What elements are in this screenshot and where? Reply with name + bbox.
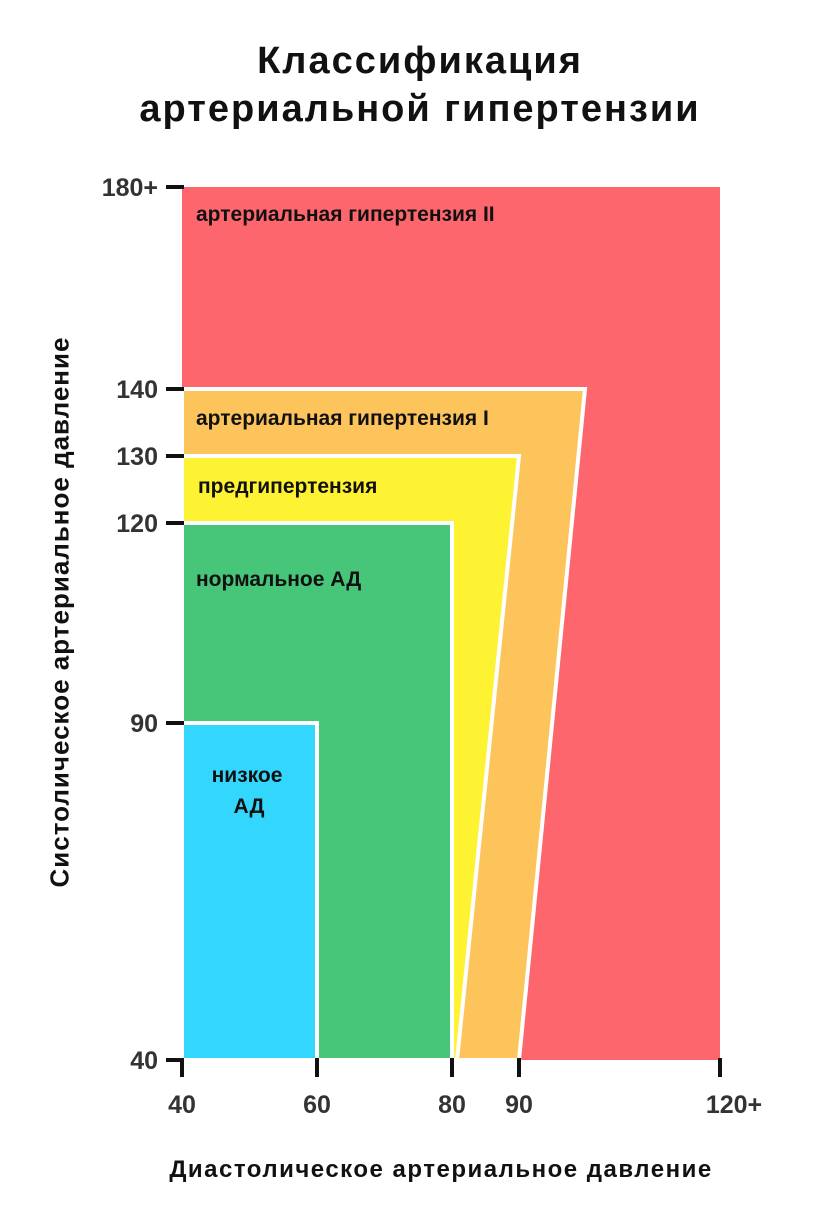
chart-title-line1: Классификация: [257, 40, 583, 82]
region-label-hypertension-1: артериальная гипертензия I: [196, 407, 489, 430]
y-tick-label: 120: [116, 510, 158, 538]
x-tick-label: 90: [505, 1091, 533, 1119]
x-tick-label: 80: [438, 1091, 466, 1119]
region-label-hypertension-2: артериальная гипертензия II: [196, 203, 495, 226]
y-tick-label: 180+: [102, 174, 158, 202]
y-axis-label: Систолическое артериальное давление: [44, 336, 75, 888]
y-tick-label: 40: [130, 1047, 158, 1075]
x-tick-label: 60: [303, 1091, 331, 1119]
x-tick-label: 120+: [706, 1091, 762, 1119]
x-axis-label: Диастолическое артериальное давление: [169, 1156, 713, 1183]
chart-title-line2: артериальной гипертензии: [139, 88, 701, 130]
y-tick-label: 140: [116, 376, 158, 404]
y-tick-label: 90: [130, 710, 158, 738]
region-label-low-line2: АД: [234, 795, 265, 818]
region-label-normal: нормальное АД: [196, 568, 361, 591]
y-tick-label: 130: [116, 443, 158, 471]
x-tick-label: 40: [168, 1091, 196, 1119]
region-label-prehypertension: предгипертензия: [198, 475, 377, 498]
region-label-low-line1: низкое: [212, 764, 283, 787]
